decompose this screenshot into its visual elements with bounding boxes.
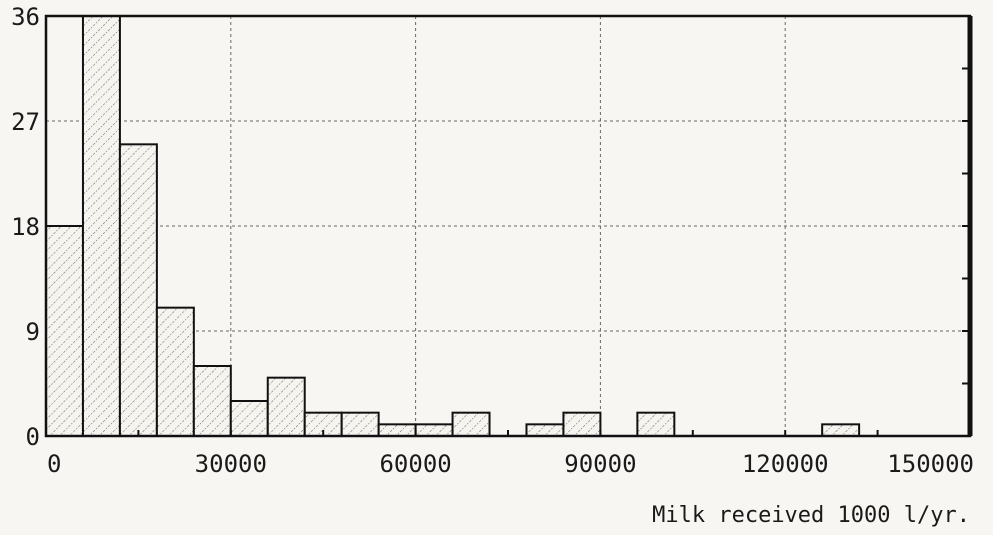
y-tick-label: 18 bbox=[11, 213, 40, 241]
histogram-bar-9 bbox=[340, 411, 380, 437]
x-tick-label: 0 bbox=[47, 450, 61, 478]
histogram-bar-14 bbox=[562, 411, 602, 437]
y-tick-label: 0 bbox=[26, 423, 40, 451]
histogram-bar-6 bbox=[229, 400, 269, 437]
histogram-bar-10 bbox=[377, 423, 417, 438]
x-tick-label: 90000 bbox=[564, 450, 636, 478]
histogram-bar-12 bbox=[451, 411, 491, 437]
x-tick-label: 60000 bbox=[379, 450, 451, 478]
tick-labels: 0 9 18 27 36 0 30000 60000 90000 120000 150000 bbox=[11, 3, 974, 478]
histogram-bar-16 bbox=[821, 423, 861, 438]
y-tick-label: 9 bbox=[26, 318, 40, 346]
histogram-bar-7 bbox=[266, 376, 306, 437]
histogram-bar-11 bbox=[414, 423, 454, 438]
x-tick-label: 30000 bbox=[195, 450, 267, 478]
histogram-bar-13 bbox=[525, 423, 565, 438]
histogram-bar-5 bbox=[192, 365, 232, 437]
axis-ticks bbox=[45, 15, 971, 437]
x-axis-title: Milk received 1000 l/yr. bbox=[652, 503, 970, 528]
x-tick-label: 150000 bbox=[887, 450, 974, 478]
y-tick-label: 36 bbox=[11, 3, 40, 31]
histogram-bar-15 bbox=[636, 411, 676, 437]
y-tick-label: 27 bbox=[11, 108, 40, 136]
histogram-bar-3 bbox=[118, 143, 158, 437]
histogram-bar-1 bbox=[45, 225, 84, 437]
histogram-bars bbox=[45, 15, 861, 438]
histogram-bar-4 bbox=[155, 306, 195, 437]
histogram-bar-2 bbox=[81, 15, 121, 437]
x-tick-label: 120000 bbox=[742, 450, 829, 478]
